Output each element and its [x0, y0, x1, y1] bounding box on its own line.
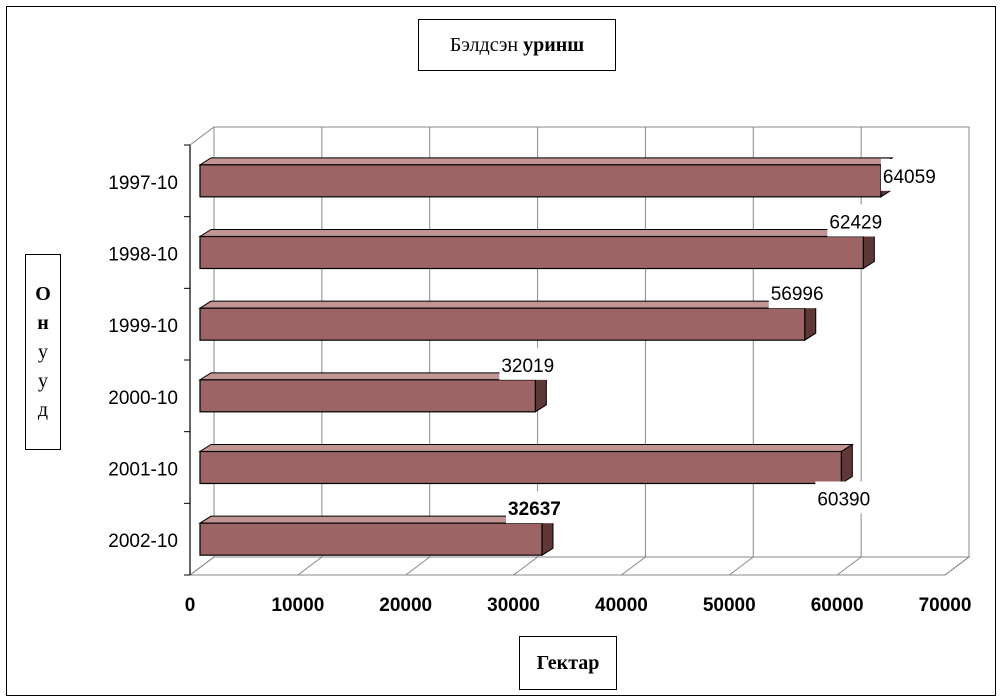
data-label-bg [827, 204, 904, 237]
y-tick-label: 2002-10 [108, 531, 178, 552]
bar-top [198, 157, 894, 166]
floor-gridline [189, 556, 215, 576]
bar [199, 235, 864, 270]
bar-top [198, 515, 555, 524]
data-label: 56996 [771, 284, 824, 305]
x-tick-label: 20000 [379, 595, 432, 616]
bar-side [840, 443, 853, 485]
data-label: 32019 [501, 356, 554, 377]
data-label-bg [880, 158, 957, 191]
data-label-bg [815, 481, 892, 514]
y-axis-label-letter: О [35, 282, 51, 305]
y-tick-label: 1997-10 [108, 173, 178, 194]
bar-top [198, 229, 877, 237]
y-axis-label-letter: у [38, 369, 48, 392]
bar-top [198, 444, 855, 452]
floor-gridline [836, 556, 862, 576]
y-tick-label: 1999-10 [108, 316, 178, 337]
data-label-bg [506, 491, 583, 524]
y-axis-label-letter: н [37, 311, 49, 334]
x-tick-label: 70000 [919, 595, 972, 616]
x-tick-label: 60000 [811, 595, 864, 616]
chart-title-plain: Бэлдсэн [449, 33, 519, 56]
y-axis-label: О н у у д [25, 254, 61, 450]
data-label-bg [768, 276, 845, 309]
bar-top [198, 300, 818, 309]
y-tick-label: 2001-10 [108, 460, 178, 481]
x-tick-label: 10000 [271, 595, 324, 616]
data-label: 32637 [508, 499, 561, 520]
y-axis-label-letter: у [38, 340, 48, 363]
bar [199, 379, 536, 413]
x-tick-label: 30000 [487, 595, 540, 616]
y-tick-label: 1998-10 [108, 245, 178, 266]
floor-gridline [513, 556, 538, 576]
floor [188, 556, 971, 576]
y-axis-label-letter: д [37, 398, 49, 421]
floor-gridline [944, 556, 970, 576]
x-tick-label: 50000 [703, 595, 756, 616]
floor-gridline [621, 556, 646, 576]
y-tick-label: 2000-10 [108, 388, 178, 409]
bar [199, 450, 842, 485]
bar-top [198, 372, 549, 381]
data-label: 60390 [817, 490, 870, 511]
data-label-bg [499, 347, 576, 380]
bar [199, 307, 806, 341]
data-label: 62429 [829, 213, 882, 234]
y-axis-depth-line [189, 126, 215, 146]
bar [199, 164, 882, 198]
chart-title-bold: уринш [523, 33, 585, 56]
x-tick-label: 0 [185, 595, 196, 616]
floor-gridline [405, 556, 431, 576]
bar [199, 522, 543, 556]
floor-gridline [728, 556, 754, 576]
x-tick-label: 40000 [595, 595, 648, 616]
chart-title: Бэлдсэн уринш [418, 19, 616, 71]
x-axis-label: Гектар [519, 636, 617, 690]
data-label: 64059 [883, 167, 936, 188]
floor-gridline [297, 556, 323, 576]
